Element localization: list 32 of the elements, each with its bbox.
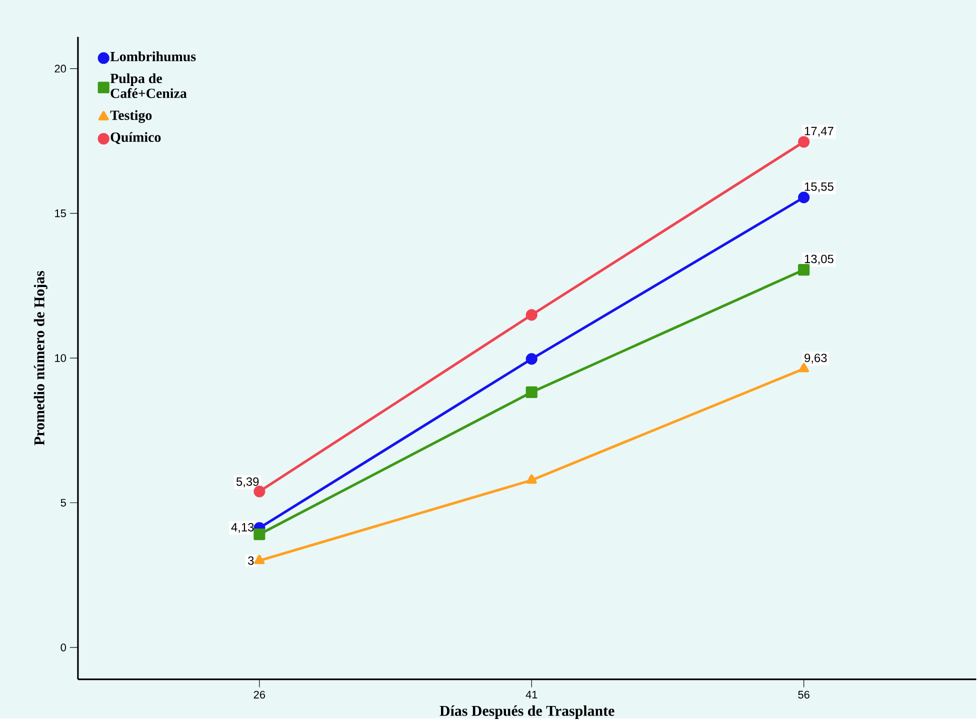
point — [254, 528, 266, 540]
data-label: 15,55 — [804, 182, 834, 192]
x-tick-label: 56 — [798, 690, 810, 698]
x-tick-label: 26 — [254, 690, 266, 698]
y-tick-label: 0 — [60, 643, 66, 652]
point — [798, 136, 810, 148]
point — [526, 353, 538, 365]
point — [798, 192, 810, 204]
legend-label: Testigo — [110, 110, 152, 123]
data-label: 13,05 — [804, 254, 834, 264]
y-axis-title: Promedio número de Hojas — [34, 270, 48, 446]
data-label: 17,47 — [804, 126, 834, 137]
point — [798, 264, 810, 276]
point — [526, 474, 537, 484]
y-tick-label: 10 — [55, 354, 66, 362]
x-tick-label: 41 — [526, 690, 538, 698]
point — [526, 386, 538, 398]
legend-label: Pulpa de Café+Ceniza — [110, 73, 187, 98]
data-label: 4,13 — [231, 522, 254, 533]
data-label: 9,63 — [804, 354, 827, 364]
data-label: 5,39 — [236, 477, 259, 488]
point — [526, 309, 538, 321]
data-label: 3 — [248, 556, 254, 565]
y-tick-label: 20 — [54, 64, 66, 72]
x-axis-title: Días Después de Trasplante — [440, 705, 614, 719]
point — [254, 486, 266, 498]
y-tick-label: 15 — [55, 209, 66, 218]
legend-label: Lombrihumus — [110, 51, 196, 62]
point — [798, 362, 810, 372]
point — [254, 554, 265, 564]
y-tick-label: 5 — [60, 498, 66, 506]
legend-label: Químico — [110, 132, 161, 144]
